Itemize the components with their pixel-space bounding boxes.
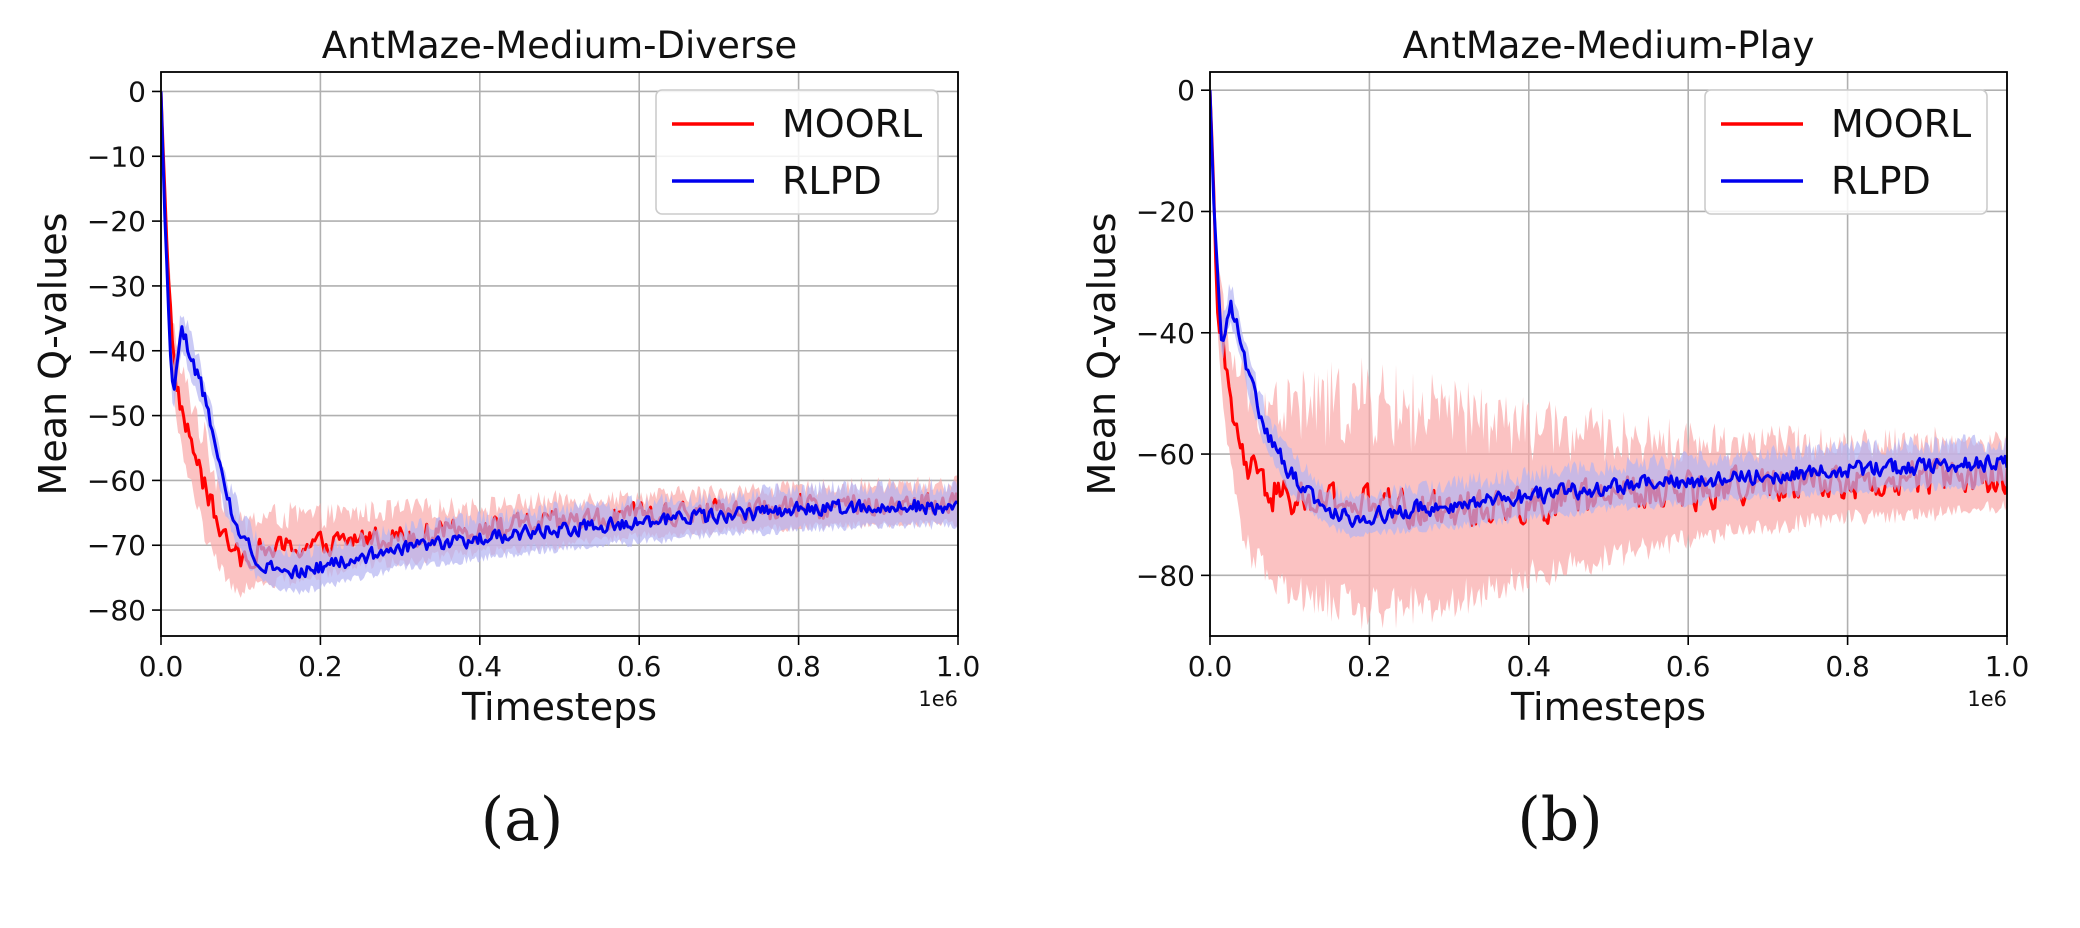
y-tick-label: −10 bbox=[87, 140, 146, 173]
y-tick-label: −60 bbox=[1136, 438, 1195, 471]
series-group bbox=[1210, 82, 2007, 630]
band-rlpd bbox=[161, 83, 958, 595]
x-offset-text: 1e6 bbox=[918, 687, 958, 711]
chart-title: AntMaze-Medium-Play bbox=[1403, 24, 1815, 67]
x-tick-label: 0.8 bbox=[776, 650, 821, 683]
y-tick-label: 0 bbox=[1177, 74, 1195, 107]
x-tick-label: 0.2 bbox=[298, 650, 343, 683]
y-tick-label: −80 bbox=[87, 594, 146, 627]
y-tick-label: −40 bbox=[87, 335, 146, 368]
legend: MOORL RLPD bbox=[1704, 89, 1988, 215]
y-tick-label: −30 bbox=[87, 270, 146, 303]
x-tick-label: 0.2 bbox=[1347, 650, 1392, 683]
legend-label: RLPD bbox=[782, 159, 882, 203]
x-tick-label: 1.0 bbox=[936, 650, 981, 683]
legend-label: RLPD bbox=[1831, 159, 1931, 203]
y-tick-label: −20 bbox=[87, 205, 146, 238]
x-tick-label: 0.4 bbox=[1507, 650, 1552, 683]
chart-title: AntMaze-Medium-Diverse bbox=[322, 24, 797, 67]
x-offset-text: 1e6 bbox=[1967, 687, 2007, 711]
x-tick-label: 0.8 bbox=[1825, 650, 1870, 683]
series-group bbox=[161, 83, 958, 598]
y-tick-label: −40 bbox=[1136, 317, 1195, 350]
y-tick-label: −20 bbox=[1136, 195, 1195, 228]
series-line-rlpd bbox=[161, 91, 958, 580]
legend-box bbox=[655, 89, 939, 215]
x-tick-label: 0.0 bbox=[139, 650, 184, 683]
x-tick-label: 0.4 bbox=[458, 650, 503, 683]
y-axis-label: Mean Q-values bbox=[1080, 213, 1124, 496]
y-tick-label: −80 bbox=[1136, 559, 1195, 592]
y-tick-label: 0 bbox=[128, 75, 146, 108]
legend-label: MOORL bbox=[782, 102, 922, 146]
x-axis-label: Timesteps bbox=[1510, 685, 1706, 729]
legend: MOORL RLPD bbox=[655, 89, 939, 215]
axes-frame bbox=[1209, 71, 2008, 637]
subfigure-caption: (b) bbox=[1517, 785, 1602, 855]
chart-0: 0.0 0.2 0.4 0.6 0.8 1.0 0 −10 −20 −30 −40 −50 −60 −70… bbox=[31, 24, 980, 855]
legend-label: MOORL bbox=[1831, 102, 1971, 146]
subfigure-caption: (a) bbox=[481, 785, 564, 855]
legend-box bbox=[1704, 89, 1988, 215]
series-line-rlpd bbox=[1210, 90, 2007, 528]
y-tick-label: −60 bbox=[87, 464, 146, 497]
y-axis-label: Mean Q-values bbox=[31, 213, 75, 496]
chart-1: 0.0 0.2 0.4 0.6 0.8 1.0 0 −20 −40 −60 −80 AntMaze-M… bbox=[1080, 24, 2029, 855]
x-axis-label: Timesteps bbox=[461, 685, 657, 729]
x-tick-label: 1.0 bbox=[1985, 650, 2030, 683]
axes-frame bbox=[160, 71, 959, 637]
x-tick-label: 0.0 bbox=[1188, 650, 1233, 683]
x-tick-label: 0.6 bbox=[1666, 650, 1711, 683]
band-rlpd bbox=[1210, 82, 2007, 539]
x-tick-label: 0.6 bbox=[617, 650, 662, 683]
y-tick-label: −70 bbox=[87, 529, 146, 562]
y-tick-label: −50 bbox=[87, 400, 146, 433]
